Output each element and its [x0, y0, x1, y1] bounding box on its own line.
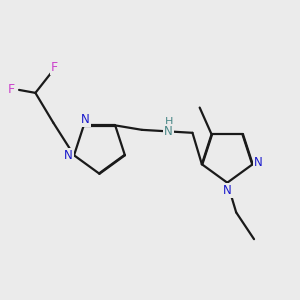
Text: F: F: [51, 61, 58, 74]
Text: N: N: [64, 149, 73, 162]
Text: H: H: [164, 117, 173, 127]
Text: N: N: [223, 184, 232, 196]
Text: N: N: [164, 125, 173, 138]
Text: N: N: [254, 156, 263, 169]
Text: N: N: [81, 113, 90, 126]
Text: F: F: [8, 83, 15, 96]
